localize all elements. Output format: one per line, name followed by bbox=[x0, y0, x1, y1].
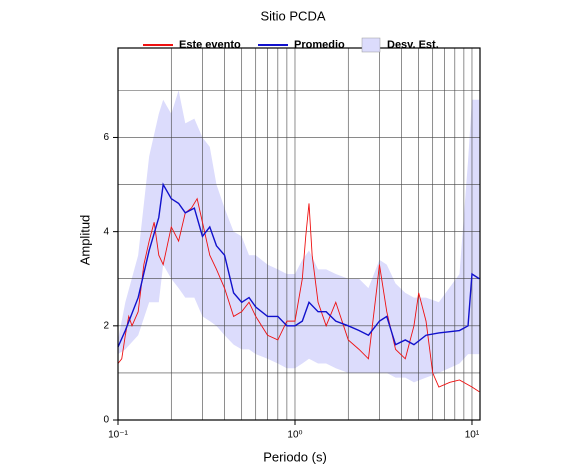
legend-label: Este evento bbox=[179, 39, 241, 51]
x-tick-label: 10⁰ bbox=[287, 430, 302, 441]
legend-label: Desv. Est. bbox=[387, 39, 439, 51]
y-tick-label: 0 bbox=[103, 415, 109, 426]
x-axis-label: Periodo (s) bbox=[263, 449, 327, 464]
chart-title: Sitio PCDA bbox=[260, 8, 325, 23]
data-line bbox=[117, 182, 480, 348]
y-axis-label: Amplitud bbox=[77, 215, 92, 266]
legend-label: Promedio bbox=[294, 39, 345, 51]
x-tick-label: 10¹ bbox=[465, 430, 480, 441]
x-tick-label: 10⁻¹ bbox=[108, 430, 128, 441]
plot-frame bbox=[117, 47, 481, 421]
y-tick-label: 4 bbox=[103, 226, 109, 237]
y-tick-label: 6 bbox=[103, 132, 109, 143]
std-band bbox=[118, 90, 480, 383]
y-tick-label: 2 bbox=[103, 320, 109, 331]
legend-swatch bbox=[361, 37, 381, 53]
